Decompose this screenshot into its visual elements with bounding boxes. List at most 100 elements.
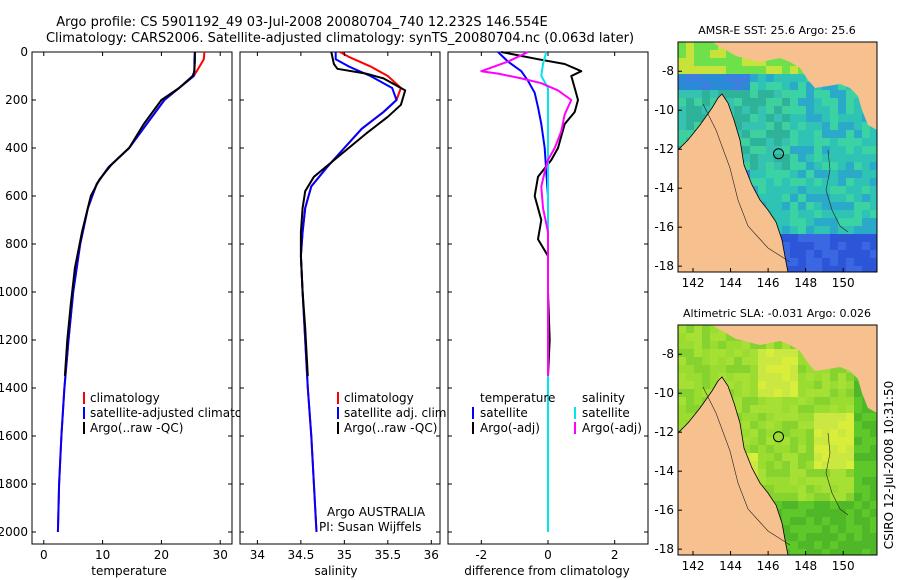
sla-map-cell — [854, 525, 863, 534]
sst-map-cell — [742, 106, 751, 115]
sst-map-cell — [822, 122, 831, 131]
sst-map-cell — [806, 202, 815, 211]
sla-map-cell — [854, 453, 863, 462]
sla-map-cell — [742, 365, 751, 374]
sst-map-cell — [790, 194, 799, 203]
sla-map-cell — [766, 461, 775, 470]
salinity-profile-series-2 — [299, 51, 407, 377]
sst-map-cell — [790, 202, 799, 211]
sla-map-cell — [862, 469, 871, 478]
sla-map-cell — [822, 477, 831, 486]
temperature-profile-ytick-label: 1600 — [0, 429, 28, 443]
sst-map-cell — [838, 98, 847, 107]
sla-map-cell — [782, 429, 791, 438]
sla-map-cell — [790, 349, 799, 358]
sst-map-cell — [830, 82, 839, 91]
sla-map-cell — [766, 437, 775, 446]
sla-map-cell — [702, 349, 711, 358]
sst-map-cell — [846, 98, 855, 107]
sst-map-cell — [798, 186, 807, 195]
sst-map-cell — [758, 138, 767, 147]
temperature-profile-ytick-label: 2000 — [0, 525, 28, 539]
sst-map-cell — [790, 218, 799, 227]
sst-map-cell — [830, 194, 839, 203]
sst-map-cell — [862, 210, 871, 219]
sst-map-cell — [854, 266, 863, 272]
sst-map-cell — [782, 178, 791, 187]
sst-map-cell — [774, 146, 783, 155]
sla-map-cell — [790, 373, 799, 382]
sst-map-cell — [774, 58, 783, 67]
sla-map-cell — [774, 365, 783, 374]
sst-map-cell — [838, 154, 847, 163]
sst-map-xtick-label: 150 — [832, 276, 855, 290]
sla-map-cell — [782, 453, 791, 462]
sla-map-cell — [806, 445, 815, 454]
legend-label-temp-argo: Argo(-adj) — [480, 421, 540, 435]
sla-map-xtick-label: 148 — [794, 559, 817, 573]
sst-map-cell — [838, 186, 847, 195]
sst-map-cell — [774, 138, 783, 147]
sst-map-cell — [806, 218, 815, 227]
temperature-panel: 0 10 20 30 0 200 400 600 800 1000 1200 1400 1600 1800… — [0, 45, 268, 578]
sst-map-cell — [870, 170, 877, 179]
sla-map-cell — [854, 445, 863, 454]
sst-map-cell — [798, 82, 807, 91]
sst-map-cell — [870, 266, 877, 272]
sst-map-panel: AMSR-E SST: 25.6 Argo: 25.6 142 144 146 148… — [654, 24, 878, 290]
sla-map-cell — [798, 357, 807, 366]
sla-map-cell — [830, 517, 839, 526]
temperature-profile-xtick-label: 10 — [95, 548, 110, 562]
sst-map-cell — [798, 194, 807, 203]
sst-map-cell — [822, 242, 831, 251]
sst-map-cell — [782, 242, 791, 251]
sla-map-cell — [798, 517, 807, 526]
sst-map-cell — [734, 66, 743, 75]
sst-map-cell — [694, 114, 703, 123]
sla-map-cell — [774, 429, 783, 438]
sst-map-cell — [838, 258, 847, 267]
sla-map-cell — [686, 333, 695, 342]
header-line-2: Climatology: CARS2006. Satellite-adjuste… — [46, 31, 634, 46]
sst-map-cell — [774, 202, 783, 211]
sla-map-cell — [790, 453, 799, 462]
sst-map-cell — [822, 178, 831, 187]
sst-map-cell — [734, 90, 743, 99]
sla-map-cell — [790, 493, 799, 502]
sst-map-cell — [766, 146, 775, 155]
sla-map-cell — [678, 413, 687, 422]
sla-map-cell — [814, 389, 823, 398]
sst-map-cell — [742, 122, 751, 131]
sst-map-cell — [862, 154, 871, 163]
sla-map-cell — [750, 389, 759, 398]
sst-map-cell — [774, 114, 783, 123]
sst-map-cell — [710, 98, 719, 107]
sst-map-cell — [806, 90, 815, 99]
sla-map-cell — [790, 461, 799, 470]
pi-label: PI: Susan Wijffels — [319, 520, 421, 534]
sla-map-cell — [854, 477, 863, 486]
sst-map-cell — [758, 178, 767, 187]
sst-map-cell — [702, 98, 711, 107]
header-line-1: Argo profile: CS 5901192_49 03-Jul-2008 … — [56, 15, 547, 30]
sla-map-frame — [677, 324, 878, 556]
sla-map-cell — [822, 485, 831, 494]
sst-map-cell — [686, 50, 695, 59]
sla-map-cell — [774, 381, 783, 390]
sla-map-cell — [854, 413, 863, 422]
sla-map-cell — [838, 541, 847, 550]
sla-map-cell — [694, 381, 703, 390]
sla-map-cell — [854, 533, 863, 542]
sla-map-cell — [678, 389, 687, 398]
sla-map-cell — [846, 445, 855, 454]
sla-map-cell — [782, 389, 791, 398]
temperature-xlabel: temperature — [91, 564, 166, 578]
sla-map-cell — [846, 509, 855, 518]
sla-map-cell — [718, 341, 727, 350]
sla-map-cell — [758, 397, 767, 406]
sst-map-cell — [790, 266, 799, 272]
sla-map-cell — [686, 349, 695, 358]
sst-map-cell — [750, 122, 759, 131]
sst-map-cell — [854, 146, 863, 155]
sla-map-cell — [814, 549, 823, 555]
